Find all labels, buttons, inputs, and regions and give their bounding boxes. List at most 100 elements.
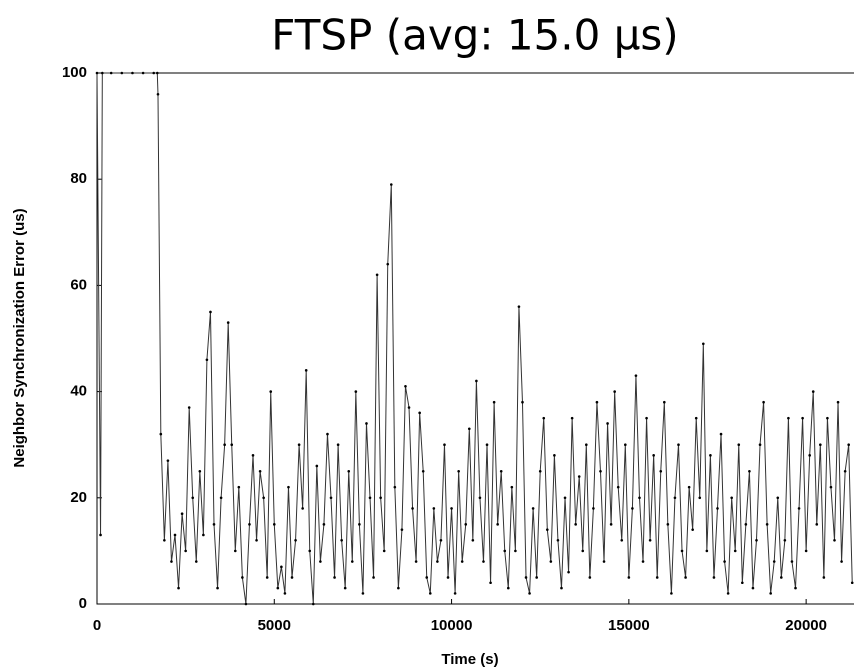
data-point — [280, 565, 283, 569]
data-point — [659, 469, 663, 473]
data-point — [212, 523, 216, 526]
data-point — [819, 443, 822, 447]
data-point — [379, 496, 382, 500]
data-point — [616, 485, 620, 489]
data-point — [684, 576, 687, 579]
data-point — [315, 464, 319, 468]
data-point — [276, 586, 280, 590]
data-point — [411, 507, 414, 510]
data-point — [230, 443, 234, 447]
data-point — [272, 523, 276, 526]
data-point — [765, 523, 769, 526]
data-point — [269, 390, 273, 393]
chart-title: FTSP (avg: 15.0 µs) — [271, 11, 678, 60]
data-point — [570, 416, 574, 420]
data-point — [783, 538, 787, 542]
data-point — [762, 400, 765, 404]
data-point — [322, 523, 326, 526]
data-point — [840, 560, 843, 563]
data-point — [599, 469, 602, 473]
data-point — [372, 576, 375, 579]
x-tick-label: 5000 — [258, 617, 291, 634]
y-tick-label: 40 — [70, 383, 87, 400]
data-point — [166, 459, 170, 462]
data-point — [833, 538, 836, 542]
data-point — [287, 485, 290, 489]
data-point — [304, 369, 308, 372]
data-point — [631, 507, 634, 510]
data-point — [350, 560, 354, 563]
data-point — [528, 592, 531, 595]
data-point — [723, 560, 726, 563]
data-point — [776, 496, 780, 500]
data-point — [517, 305, 521, 308]
data-point — [553, 454, 556, 457]
data-point — [567, 570, 570, 574]
data-point — [191, 496, 195, 500]
data-point — [329, 496, 333, 500]
data-point — [531, 507, 535, 510]
data-point — [560, 586, 563, 590]
data-point — [439, 538, 443, 542]
data-point — [255, 538, 258, 542]
y-tick-label: 60 — [70, 276, 87, 293]
data-point — [251, 454, 255, 457]
data-point — [347, 469, 351, 473]
data-point — [265, 576, 269, 579]
data-point — [514, 549, 517, 553]
data-point — [216, 586, 219, 590]
y-axis-title: Neighbor Synchronization Error (us) — [11, 208, 28, 467]
data-point — [418, 411, 421, 415]
data-line — [96, 72, 853, 605]
data-point — [340, 538, 343, 542]
data-point — [758, 443, 762, 447]
data-point — [627, 576, 631, 579]
data-point — [233, 549, 237, 553]
data-point — [156, 92, 160, 96]
data-point — [712, 576, 716, 579]
data-point — [95, 71, 99, 75]
data-point — [850, 581, 854, 585]
x-axis-title: Time (s) — [441, 651, 498, 668]
data-point — [262, 496, 265, 500]
data-point — [503, 549, 507, 553]
y-tick-label: 80 — [70, 170, 87, 187]
data-point — [822, 576, 826, 579]
data-point — [751, 586, 755, 590]
data-point — [804, 549, 808, 553]
data-point — [709, 454, 712, 457]
y-tick-label: 100 — [62, 64, 87, 81]
data-point — [592, 507, 595, 510]
data-point — [194, 560, 198, 563]
data-point — [389, 183, 393, 186]
x-tick-label: 20000 — [785, 617, 827, 634]
data-point — [170, 560, 173, 563]
data-point — [414, 560, 418, 563]
data-point — [620, 538, 624, 542]
data-point — [361, 592, 365, 595]
data-point — [492, 400, 496, 404]
data-point — [258, 469, 262, 473]
data-point — [521, 400, 524, 404]
data-point — [496, 523, 499, 526]
data-point — [223, 443, 226, 447]
data-point — [198, 469, 202, 473]
data-point — [602, 560, 606, 563]
data-point — [248, 523, 251, 526]
data-point — [205, 358, 209, 362]
data-point — [641, 560, 645, 563]
data-point — [131, 71, 134, 75]
data-point — [308, 549, 312, 553]
data-point — [549, 560, 553, 563]
plot-frame — [96, 72, 854, 605]
data-point — [368, 496, 372, 500]
data-point — [535, 576, 538, 579]
data-point — [319, 560, 322, 563]
data-point — [464, 523, 468, 526]
data-point — [663, 400, 666, 404]
data-point — [333, 576, 336, 579]
data-point — [645, 416, 648, 420]
data-point — [730, 496, 733, 500]
data-point — [283, 592, 287, 595]
data-point — [471, 538, 475, 542]
